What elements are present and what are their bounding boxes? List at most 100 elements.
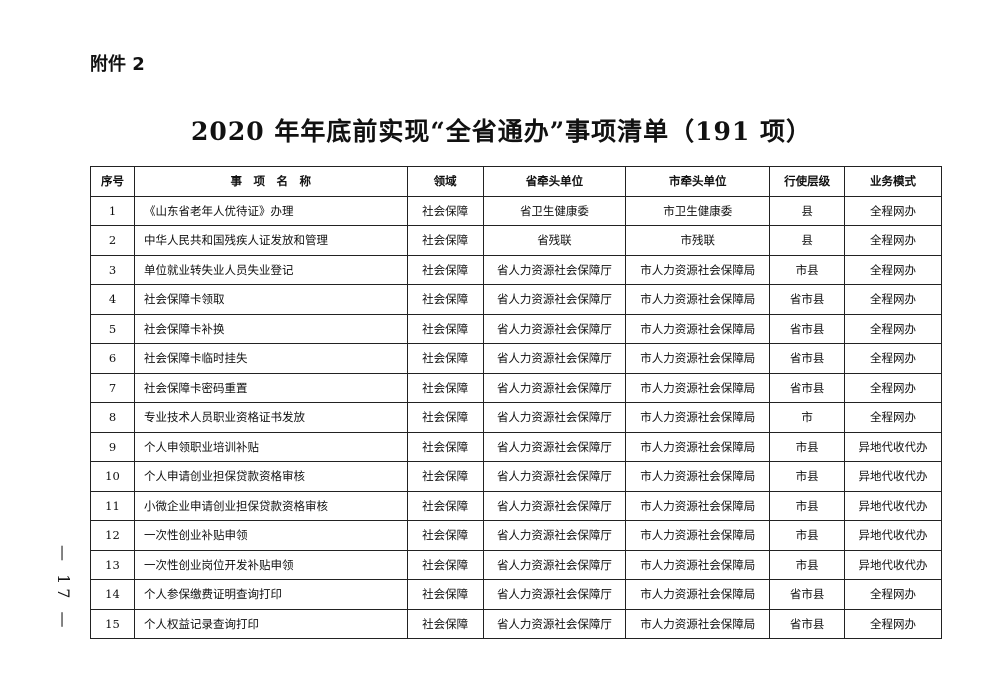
cell-domain: 社会保障 bbox=[406, 313, 484, 344]
cell-city-lead: 市人力资源社会保障局 bbox=[625, 284, 771, 315]
cell-provincial-lead: 省人力资源社会保障厅 bbox=[482, 520, 627, 551]
cell-mode: 全程网办 bbox=[844, 579, 942, 610]
header-col-level: 行使层级 bbox=[769, 166, 846, 197]
cell-level: 市县 bbox=[769, 549, 846, 580]
cell-level: 县 bbox=[769, 195, 846, 226]
cell-item-name: 社会保障卡临时挂失 bbox=[133, 343, 408, 374]
cell-city-lead: 市卫生健康委 bbox=[625, 195, 771, 226]
cell-item-name: 个人申请创业担保贷款资格审核 bbox=[133, 461, 408, 492]
cell-level: 市县 bbox=[769, 461, 846, 492]
cell-index: 14 bbox=[90, 579, 135, 610]
cell-mode: 全程网办 bbox=[844, 608, 942, 639]
cell-item-name: 《山东省老年人优待证》办理 bbox=[133, 195, 408, 226]
cell-provincial-lead: 省人力资源社会保障厅 bbox=[482, 579, 627, 610]
cell-city-lead: 市人力资源社会保障局 bbox=[625, 490, 771, 521]
cell-level: 省市县 bbox=[769, 313, 846, 344]
cell-item-name: 个人权益记录查询打印 bbox=[133, 608, 408, 639]
cell-domain: 社会保障 bbox=[406, 372, 484, 403]
cell-index: 15 bbox=[90, 608, 135, 639]
cell-level: 市县 bbox=[769, 490, 846, 521]
cell-provincial-lead: 省人力资源社会保障厅 bbox=[482, 608, 627, 639]
cell-index: 13 bbox=[90, 549, 135, 580]
cell-city-lead: 市人力资源社会保障局 bbox=[625, 549, 771, 580]
cell-level: 县 bbox=[769, 225, 846, 256]
table-row: 15 个人权益记录查询打印 社会保障 省人力资源社会保障厅 市人力资源社会保障局 省市县全… bbox=[90, 608, 942, 639]
cell-provincial-lead: 省人力资源社会保障厅 bbox=[482, 313, 627, 344]
table-row: 14 个人参保缴费证明查询打印 社会保障 省人力资源社会保障厅 市人力资源社会保障局 省市… bbox=[90, 579, 942, 610]
cell-mode: 全程网办 bbox=[844, 254, 942, 285]
table-row: 9 个人申领职业培训补贴 社会保障 省人力资源社会保障厅 市人力资源社会保障局 市县 异地代… bbox=[90, 431, 942, 462]
cell-domain: 社会保障 bbox=[406, 549, 484, 580]
cell-domain: 社会保障 bbox=[406, 343, 484, 374]
cell-city-lead: 市残联 bbox=[625, 225, 771, 256]
cell-mode: 异地代收代办 bbox=[844, 490, 942, 521]
cell-city-lead: 市人力资源社会保障局 bbox=[625, 608, 771, 639]
cell-domain: 社会保障 bbox=[406, 490, 484, 521]
header-col-item-name: 事 项 名 称 bbox=[133, 166, 408, 197]
cell-city-lead: 市人力资源社会保障局 bbox=[625, 402, 771, 433]
cell-index: 6 bbox=[90, 343, 135, 374]
cell-index: 10 bbox=[90, 461, 135, 492]
cell-item-name: 一次性创业岗位开发补贴申领 bbox=[133, 549, 408, 580]
cell-mode: 全程网办 bbox=[844, 402, 942, 433]
cell-mode: 全程网办 bbox=[844, 313, 942, 344]
cell-provincial-lead: 省残联 bbox=[482, 225, 627, 256]
cell-city-lead: 市人力资源社会保障局 bbox=[625, 461, 771, 492]
page-title: 2020 年年底前实现“全省通办”事项清单（191 项） bbox=[191, 117, 812, 146]
cell-provincial-lead: 省人力资源社会保障厅 bbox=[482, 284, 627, 315]
cell-index: 12 bbox=[90, 520, 135, 551]
cell-city-lead: 市人力资源社会保障局 bbox=[625, 372, 771, 403]
cell-item-name: 中华人民共和国残疾人证发放和管理 bbox=[133, 225, 408, 256]
cell-provincial-lead: 省人力资源社会保障厅 bbox=[482, 372, 627, 403]
cell-level: 省市县 bbox=[769, 579, 846, 610]
cell-domain: 社会保障 bbox=[406, 195, 484, 226]
cell-domain: 社会保障 bbox=[406, 431, 484, 462]
cell-city-lead: 市人力资源社会保障局 bbox=[625, 579, 771, 610]
table-row: 7 社会保障卡密码重置 社会保障 省人力资源社会保障厅 市人力资源社会保障局 省市县 全程网… bbox=[90, 372, 942, 403]
cell-mode: 全程网办 bbox=[844, 372, 942, 403]
table-row: 3 单位就业转失业人员失业登记 社会保障 省人力资源社会保障厅 市人力资源社会保障局 市县… bbox=[90, 254, 942, 285]
cell-domain: 社会保障 bbox=[406, 254, 484, 285]
cell-mode: 全程网办 bbox=[844, 284, 942, 315]
cell-index: 4 bbox=[90, 284, 135, 315]
cell-provincial-lead: 省人力资源社会保障厅 bbox=[482, 549, 627, 580]
cell-mode: 异地代收代办 bbox=[844, 549, 942, 580]
cell-item-name: 社会保障卡密码重置 bbox=[133, 372, 408, 403]
cell-city-lead: 市人力资源社会保障局 bbox=[625, 431, 771, 462]
cell-domain: 社会保障 bbox=[406, 608, 484, 639]
cell-level: 市县 bbox=[769, 431, 846, 462]
table-row: 8 专业技术人员职业资格证书发放 社会保障 省人力资源社会保障厅 市人力资源社会保障局市… bbox=[90, 402, 942, 433]
cell-index: 1 bbox=[90, 195, 135, 226]
cell-item-name: 社会保障卡领取 bbox=[133, 284, 408, 315]
table-row: 13 一次性创业岗位开发补贴申领 社会保障 省人力资源社会保障厅 市人力资源社会保障局市… bbox=[90, 549, 942, 580]
cell-provincial-lead: 省人力资源社会保障厅 bbox=[482, 461, 627, 492]
cell-mode: 异地代收代办 bbox=[844, 431, 942, 462]
cell-provincial-lead: 省人力资源社会保障厅 bbox=[482, 402, 627, 433]
cell-mode: 全程网办 bbox=[844, 195, 942, 226]
table-row: 1 《山东省老年人优待证》办理 社会保障 省卫生健康委 市卫生健康委县全程网办 bbox=[90, 195, 942, 226]
cell-item-name: 单位就业转失业人员失业登记 bbox=[133, 254, 408, 285]
cell-provincial-lead: 省卫生健康委 bbox=[482, 195, 627, 226]
table-row: 12 一次性创业补贴申领 社会保障 省人力资源社会保障厅 市人力资源社会保障局 市县 异地代… bbox=[90, 520, 942, 551]
table-row: 11 小微企业申请创业担保贷款资格审核 社会保障 省人力资源社会保障厅 市人力资源社会保… bbox=[90, 490, 942, 521]
cell-domain: 社会保障 bbox=[406, 402, 484, 433]
cell-mode: 异地代收代办 bbox=[844, 520, 942, 551]
page-number: — 17 — bbox=[54, 545, 73, 632]
cell-mode: 异地代收代办 bbox=[844, 461, 942, 492]
table-row: 6 社会保障卡临时挂失 社会保障 省人力资源社会保障厅 市人力资源社会保障局 省市县 全程网… bbox=[90, 343, 942, 374]
header-col-index: 序号 bbox=[90, 166, 135, 197]
cell-level: 市县 bbox=[769, 520, 846, 551]
cell-item-name: 小微企业申请创业担保贷款资格审核 bbox=[133, 490, 408, 521]
cell-city-lead: 市人力资源社会保障局 bbox=[625, 343, 771, 374]
cell-index: 9 bbox=[90, 431, 135, 462]
table-row: 2 中华人民共和国残疾人证发放和管理 社会保障 省残联 市残联县全程网办 bbox=[90, 225, 942, 256]
cell-item-name: 个人参保缴费证明查询打印 bbox=[133, 579, 408, 610]
cell-mode: 全程网办 bbox=[844, 343, 942, 374]
cell-city-lead: 市人力资源社会保障局 bbox=[625, 520, 771, 551]
cell-level: 省市县 bbox=[769, 608, 846, 639]
attachment-label: 附件 2 bbox=[90, 54, 145, 75]
cell-index: 11 bbox=[90, 490, 135, 521]
cell-item-name: 个人申领职业培训补贴 bbox=[133, 431, 408, 462]
cell-provincial-lead: 省人力资源社会保障厅 bbox=[482, 490, 627, 521]
cell-city-lead: 市人力资源社会保障局 bbox=[625, 254, 771, 285]
